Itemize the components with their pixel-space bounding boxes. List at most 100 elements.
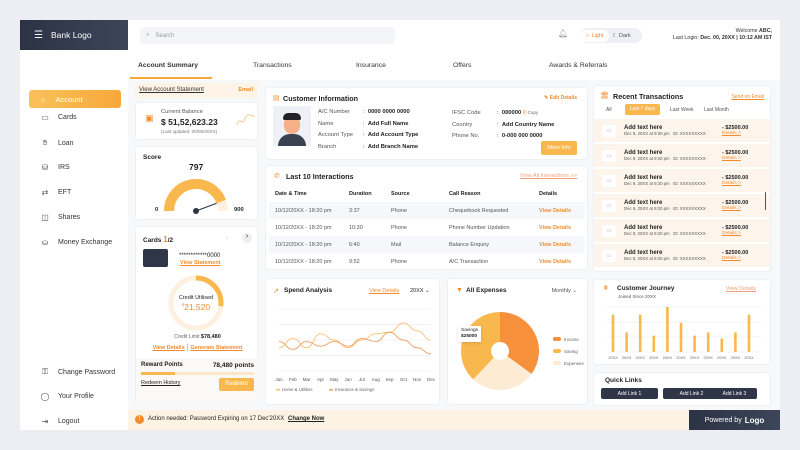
tab-account-summary[interactable]: Account Summary: [138, 62, 199, 69]
field-label: Branch: [318, 143, 337, 150]
field-value: Add Full Name: [367, 120, 409, 127]
edit-details-link[interactable]: ✎ Edit Details: [544, 95, 577, 101]
spend-view-details[interactable]: View Details: [369, 288, 400, 294]
sidebar-item-change-password[interactable]: ⚿ Change Password: [40, 367, 115, 377]
period-select[interactable]: Monthly ⌄: [551, 288, 577, 294]
journey-title: Customer Journey: [617, 285, 675, 292]
credit-limit-value: $78,480: [200, 334, 221, 340]
tooltip-value: $25000: [461, 334, 478, 339]
search-input[interactable]: ⌕ Search: [140, 27, 395, 44]
interactions-card: ✆ Last 10 Interactions View All Interact…: [265, 165, 588, 270]
filter-last-7-days[interactable]: Last 7 days: [625, 104, 660, 115]
balance-card: ▣ Current Balance $ 51,52,623.23 (Last u…: [135, 102, 258, 140]
transaction-item[interactable]: ▭ Add text here Dec 9, 20XX at 9:30 pm ID…: [594, 169, 770, 193]
filter-all[interactable]: All: [606, 107, 612, 113]
redeem-button[interactable]: Redeem: [219, 378, 254, 391]
view-details-link[interactable]: View Details: [539, 236, 585, 253]
transaction-details-link[interactable]: Details >: [722, 231, 741, 236]
view-details-link[interactable]: View Details: [539, 258, 571, 265]
journey-bar: [706, 332, 710, 352]
sidebar-item-account[interactable]: ⌂ Account: [29, 90, 121, 108]
filter-last-week[interactable]: Last Week: [670, 107, 694, 113]
transaction-details-link[interactable]: Details >: [722, 206, 741, 211]
theme-toggle[interactable]: ☼ Light ☾ Dark: [580, 28, 642, 43]
view-details-link[interactable]: View Details: [539, 224, 571, 231]
transaction-item[interactable]: ▭ Add text here Dec 9, 20XX at 9:30 pm ID…: [594, 219, 770, 243]
transaction-item[interactable]: ▭ Add text here Dec 9, 20XX at 9:30 pm ID…: [594, 144, 770, 168]
transaction-details-link[interactable]: Details >: [722, 181, 741, 186]
transaction-date: Dec 9, 20XX at 9:30 pm: [624, 181, 670, 186]
send-on-email-link[interactable]: Send on Email: [731, 94, 764, 100]
dark-theme-button[interactable]: ☾ Dark: [612, 32, 631, 39]
journey-view-details[interactable]: View Details: [725, 286, 756, 292]
transaction-item[interactable]: ▭ Add text here Dec 9, 20XX at 9:30 pm ID…: [594, 119, 770, 143]
transaction-icon: ▭: [602, 249, 616, 262]
quick-link-2[interactable]: Add Link 2: [663, 388, 720, 399]
quick-link-3[interactable]: Add Link 3: [712, 388, 757, 399]
sidebar-item-money-exchange[interactable]: ⛀ Money Exchange: [40, 238, 112, 247]
x-tick-label: Apr: [317, 377, 325, 382]
sidebar-item-cards[interactable]: ▭ Cards: [40, 113, 76, 122]
more-info-button[interactable]: More Info: [541, 141, 577, 155]
prev-card-button[interactable]: ‹: [226, 235, 229, 242]
view-details-link[interactable]: View Details: [539, 202, 585, 219]
bank-logo[interactable]: ☰ Bank Logo: [20, 20, 128, 50]
wallet-icon: ▣: [145, 113, 154, 123]
recent-title: Recent Transactions: [613, 92, 684, 101]
cell-reason: Chequebook Requested: [449, 202, 539, 219]
tab-awards-referrals[interactable]: Awards & Referrals: [549, 62, 608, 69]
transaction-details-link[interactable]: Details >: [722, 131, 741, 136]
view-statement-link[interactable]: View Account Statement: [139, 87, 204, 93]
interactions-table: Date & Time Duration Source Call Reason Deta…: [269, 185, 585, 270]
transaction-details-link[interactable]: Details >: [722, 256, 741, 261]
copy-button[interactable]: ⎘ Copy: [522, 110, 539, 115]
card-view-statement[interactable]: View Statement: [180, 260, 221, 266]
transaction-item[interactable]: ▭ Add text here Dec 9, 20XX at 9:30 pm ID…: [594, 194, 770, 218]
transaction-amount: - $2500.00: [722, 200, 749, 206]
tab-offers[interactable]: Offers: [453, 62, 472, 69]
pie-slice-income[interactable]: [500, 312, 539, 374]
sidebar-item-eft[interactable]: ⇄ EFT: [40, 188, 72, 197]
quick-link-1[interactable]: Add Link 1: [601, 388, 658, 399]
notice-text: Action needed: Password Expiring on 17 D…: [148, 416, 285, 422]
sidebar-item-loan[interactable]: ✋︎ Loan: [40, 138, 74, 148]
card-view-details[interactable]: View Details: [152, 345, 185, 351]
email-link[interactable]: Email: [238, 87, 253, 93]
pie-slice-expenses[interactable]: [473, 356, 532, 390]
year-select[interactable]: 20XX ⌄: [410, 288, 430, 294]
scrollbar[interactable]: [764, 192, 766, 210]
spend-analysis-card: ↗ Spend Analysis View Details 20XX ⌄ Hom…: [265, 278, 440, 405]
x-tick-label: 20XX: [704, 356, 714, 360]
cell-duration: 6:40: [349, 236, 391, 253]
sidebar-item-logout[interactable]: ⇥ Logout: [40, 417, 80, 426]
view-all-interactions-link[interactable]: View All Interactions >>: [519, 173, 577, 179]
transaction-title: Add text here: [624, 175, 663, 181]
bank-icon: 🏛︎: [600, 92, 609, 99]
tab-transactions[interactable]: Transactions: [253, 62, 292, 69]
light-theme-button[interactable]: ☼ Light: [580, 29, 609, 42]
sidebar-label: EFT: [58, 189, 72, 196]
transaction-item[interactable]: ▭ Add text here Dec 9, 20XX at 9:30 pm ID…: [594, 244, 770, 268]
cards-total: /2: [167, 237, 174, 244]
tab-insurance[interactable]: Insurance: [356, 62, 386, 69]
sidebar-item-profile[interactable]: ◯ Your Profile: [40, 392, 94, 401]
generate-statement-link[interactable]: Generate Statement: [190, 345, 243, 351]
change-now-link[interactable]: Change Now: [288, 416, 325, 422]
transaction-details-link[interactable]: Details >: [722, 156, 741, 161]
col-header: Date & Time: [275, 190, 307, 197]
bell-icon[interactable]: 🔔︎: [558, 29, 569, 38]
transaction-amount: - $2500.00: [722, 125, 749, 131]
journey-subtitle: Joined Since 20XX: [618, 294, 657, 299]
cards-card: Cards 1/2 ‹ › ************0000 View Stat…: [135, 226, 258, 404]
redeem-history-link[interactable]: Redeem History: [141, 380, 181, 386]
sidebar-item-irs[interactable]: ⛁ IRS: [40, 163, 70, 172]
filter-last-month[interactable]: Last Month: [704, 107, 729, 113]
powered-by-text: Powered by: [704, 416, 742, 424]
menu-icon[interactable]: ☰: [34, 29, 43, 41]
field-value: 0-000 000 0000: [501, 133, 543, 139]
year-value: 20XX: [410, 288, 424, 294]
cell-source: Phone: [391, 258, 407, 265]
sidebar-item-shares[interactable]: ◫ Shares: [40, 213, 80, 222]
sidebar-label: Loan: [58, 139, 74, 147]
next-card-button[interactable]: ›: [242, 233, 252, 243]
